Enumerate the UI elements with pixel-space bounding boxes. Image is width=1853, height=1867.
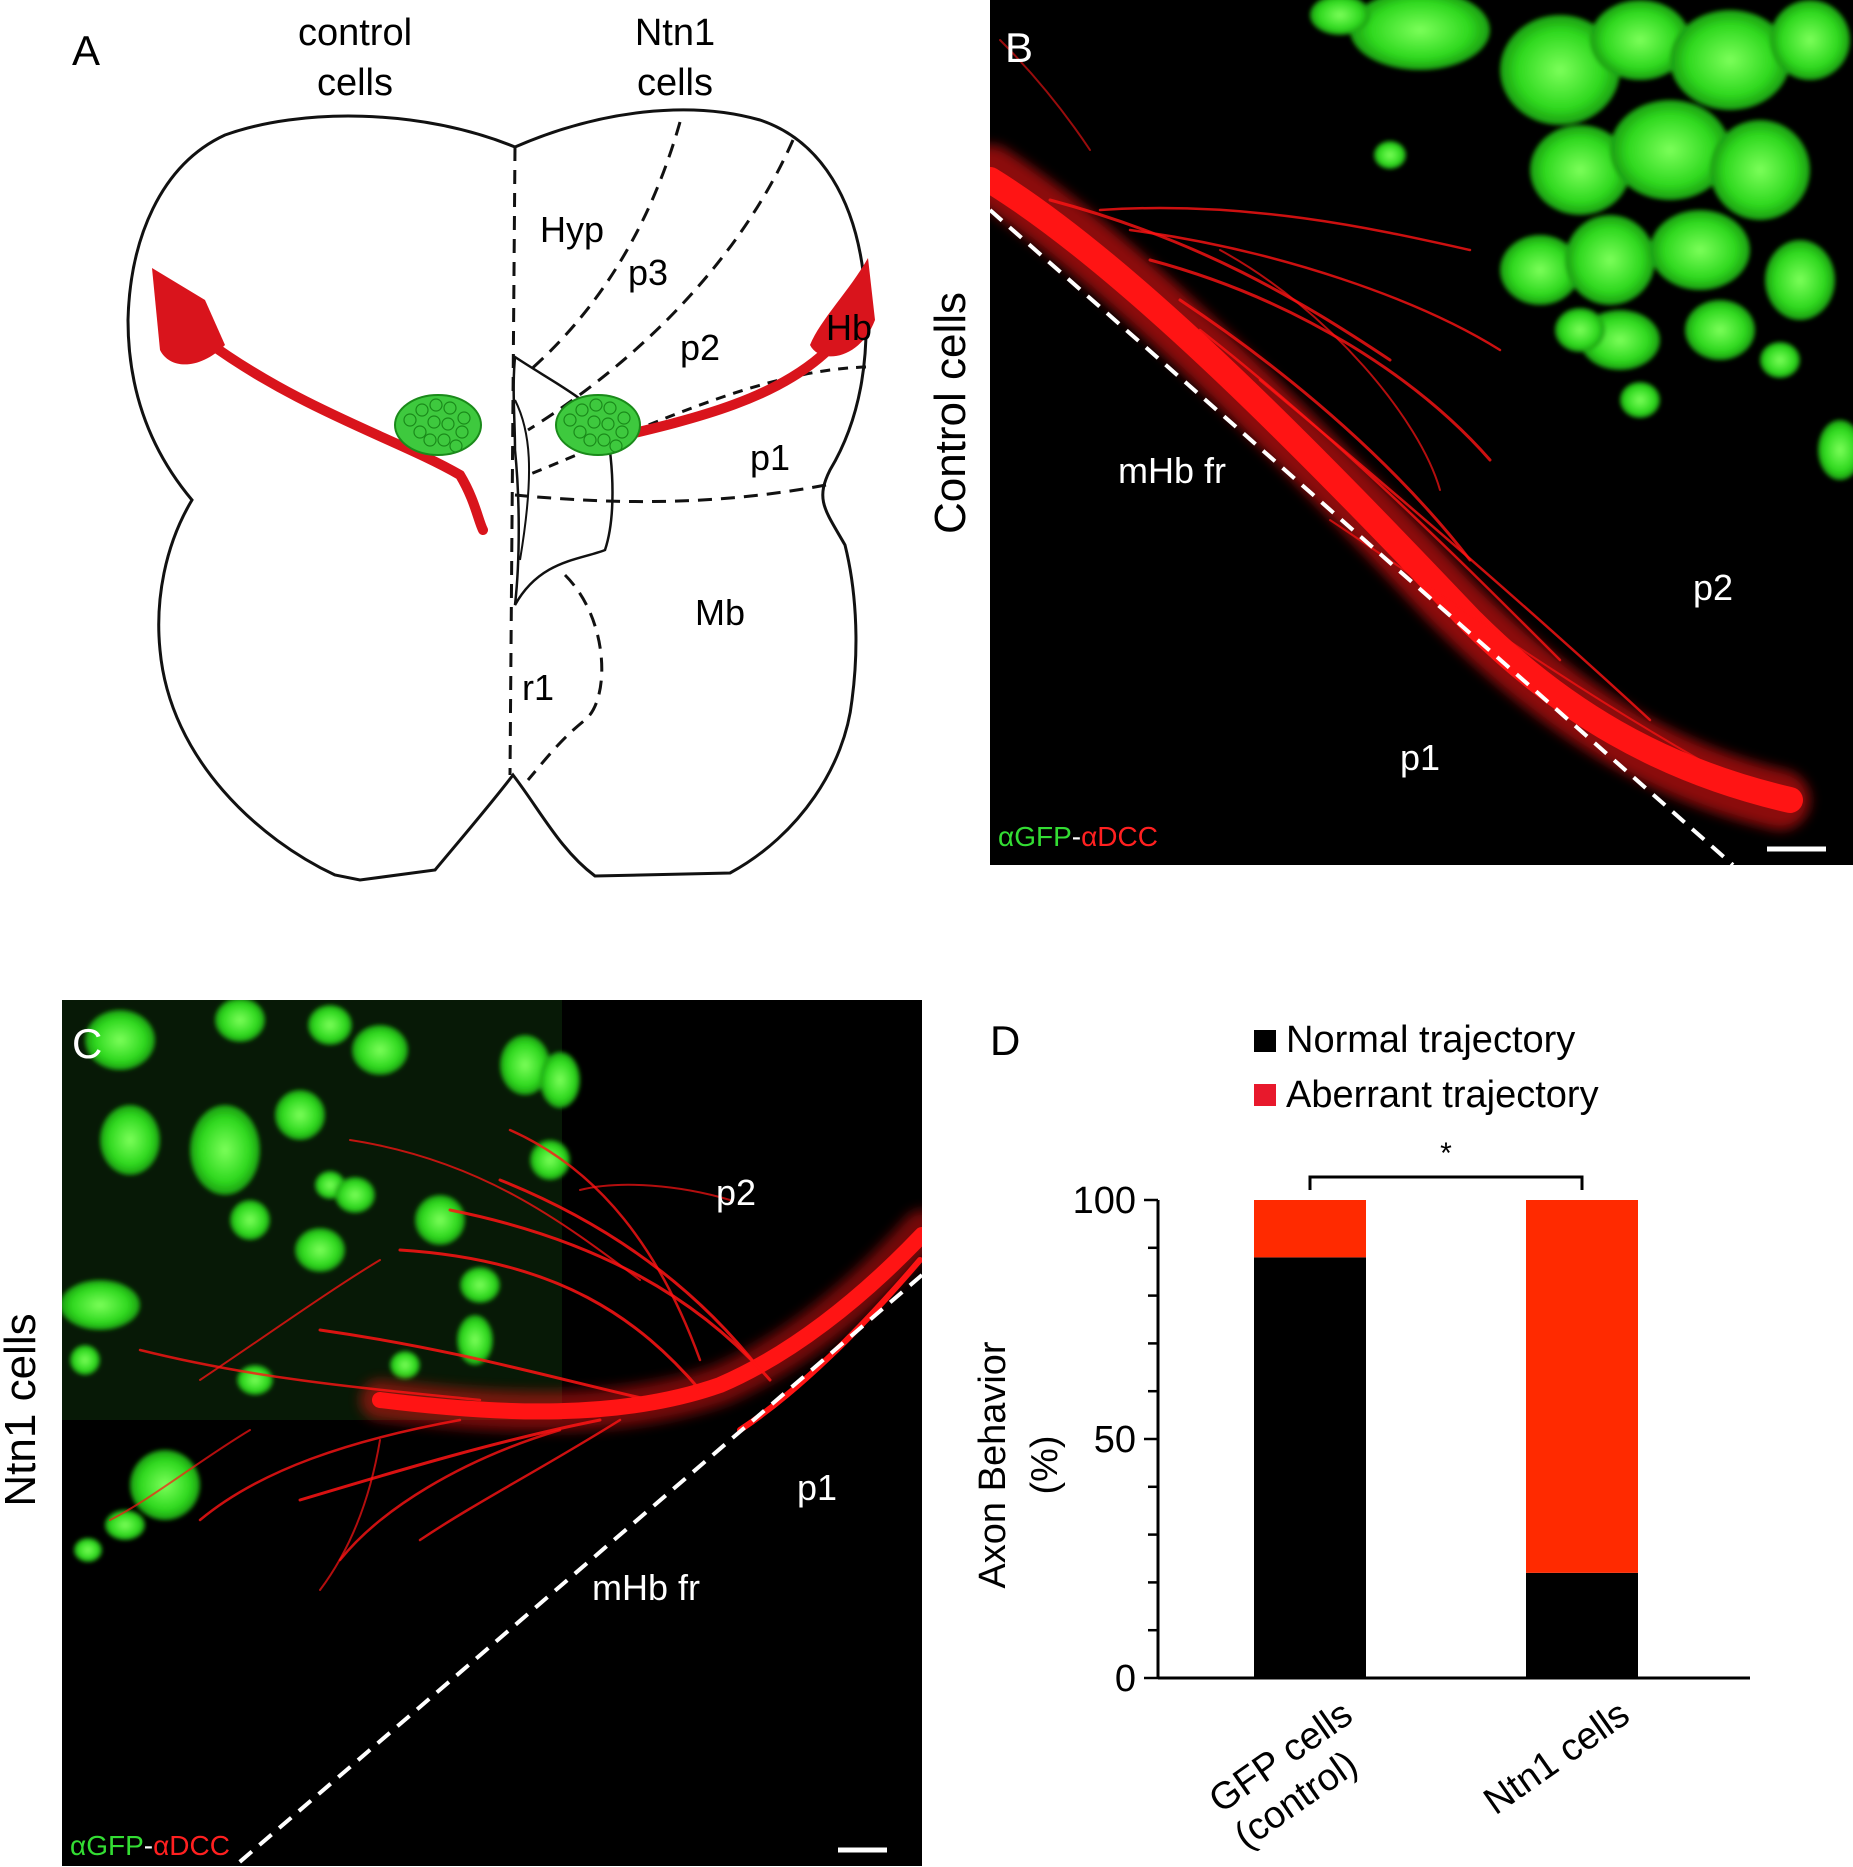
col-label-control-1: control <box>298 12 412 54</box>
green-cells-b <box>1310 0 1853 480</box>
panel-c-stain-label: αGFP-αDCC <box>70 1830 230 1861</box>
bar-aberrant-1 <box>1254 1200 1366 1258</box>
boundary-p3-p2 <box>527 139 795 432</box>
boundary-dash-c <box>233 1273 922 1866</box>
boundary-p2-p1 <box>527 365 867 477</box>
panel-c-region-p1: p1 <box>797 1467 837 1508</box>
y-axis-label-1: Axon Behavior <box>972 1341 1014 1588</box>
region-p1: p1 <box>750 437 790 478</box>
region-mb: Mb <box>695 592 745 633</box>
axon-tract-b <box>990 39 1810 830</box>
col-label-ntn1-2: cells <box>637 62 713 104</box>
panel-a-letter: A <box>72 27 100 74</box>
green-cells-c <box>62 1000 580 1562</box>
x-category-label-2: Ntn1 cells <box>1476 1693 1637 1823</box>
panel-b-side-label: Control cells <box>926 292 975 534</box>
significance-star: * <box>1440 1137 1452 1170</box>
inner-curve <box>514 399 531 561</box>
habenula-right <box>810 258 875 357</box>
panel-c-letter: C <box>72 1020 102 1067</box>
region-r1: r1 <box>522 667 554 708</box>
habenula-left <box>152 268 225 365</box>
bar-aberrant-2 <box>1526 1200 1638 1573</box>
legend-label-aberrant: Aberrant trajectory <box>1286 1074 1599 1116</box>
bar-normal-1 <box>1254 1257 1366 1678</box>
panel-b-stain-label: αGFP-αDCC <box>998 821 1158 852</box>
stain-red-b: αDCC <box>1081 821 1158 852</box>
boundary-dash-b <box>990 208 1735 865</box>
panel-c-region-p2: p2 <box>716 1172 756 1213</box>
boundary-p1-mb <box>514 483 827 504</box>
panel-b-region-p1: p1 <box>1400 737 1440 778</box>
y-tick-label: 50 <box>1094 1419 1136 1461</box>
col-label-ntn1-1: Ntn1 <box>635 12 715 54</box>
stain-sep-c: - <box>144 1830 153 1861</box>
cell-cluster-ntn1 <box>555 394 641 456</box>
col-label-control-2: cells <box>317 62 393 104</box>
panel-c-region-mhb: mHb fr <box>592 1567 700 1608</box>
region-p2: p2 <box>680 327 720 368</box>
panel-b-letter: B <box>1005 24 1033 71</box>
panel-c: Ntn1 cells <box>0 1000 922 1866</box>
significance-bracket <box>1308 1175 1584 1190</box>
panel-c-side-label: Ntn1 cells <box>0 1313 45 1506</box>
panel-d: D Normal trajectory Aberrant trajectory … <box>972 1017 1750 1857</box>
axon-control <box>200 335 488 535</box>
stain-green-b: αGFP <box>998 821 1072 852</box>
region-hyp: Hyp <box>540 209 604 250</box>
legend-swatch-normal <box>1254 1030 1276 1052</box>
region-hb: Hb <box>826 307 872 348</box>
stain-sep-b: - <box>1072 821 1081 852</box>
y-tick-label: 0 <box>1115 1658 1136 1700</box>
panel-b-region-mhb: mHb fr <box>1118 450 1226 491</box>
panel-a: A control cells Ntn1 cells <box>72 12 875 882</box>
y-axis-label-2: (%) <box>1024 1435 1066 1494</box>
stain-red-c: αDCC <box>153 1830 230 1861</box>
panel-d-letter: D <box>990 1017 1020 1064</box>
legend-swatch-aberrant <box>1254 1084 1276 1106</box>
boundary-mb-r1 <box>526 573 604 781</box>
panel-b: Control cells <box>926 0 1853 865</box>
stain-green-c: αGFP <box>70 1830 144 1861</box>
panel-b-region-p2: p2 <box>1693 567 1733 608</box>
region-p3: p3 <box>628 252 668 293</box>
cell-cluster-control <box>394 394 482 456</box>
legend-label-normal: Normal trajectory <box>1286 1019 1575 1061</box>
boundary-hyp-p3 <box>527 121 682 374</box>
y-tick-label: 100 <box>1073 1180 1136 1222</box>
midline <box>508 146 517 776</box>
bar-normal-2 <box>1526 1572 1638 1678</box>
